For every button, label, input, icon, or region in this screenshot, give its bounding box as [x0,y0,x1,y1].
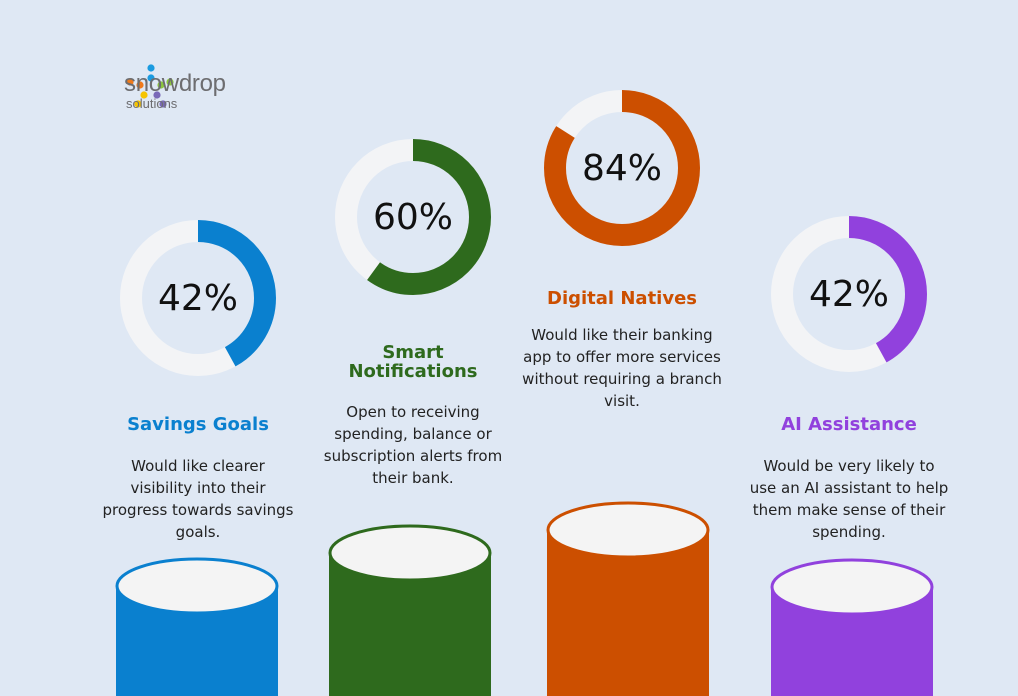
stat-description: Open to receiving spending, balance or s… [323,403,503,487]
cylinder-digital-natives [546,501,710,696]
donut-digital-natives [544,90,700,246]
donut-ai-assistance [771,216,927,372]
donut-arc [544,90,700,246]
snowdrop-logo-icon [126,64,174,108]
stat-title: Smart Notifications [348,342,478,382]
percentage-label: 42% [157,277,238,319]
cylinder-smart-notifications [328,524,492,696]
donut-arc [771,216,927,372]
donut-arc [335,139,491,295]
percentage-label: 42% [808,273,889,315]
logo-wordmark: snowdrop [124,70,226,97]
stat-title: AI Assistance [781,414,917,435]
donut-arc [120,220,276,376]
stat-title: Savings Goals [127,414,269,435]
stat-description: Would be very likely to use an AI assist… [749,457,949,541]
stat-description: Would like clearer visibility into their… [102,457,294,541]
cylinder-ai-assistance [770,558,934,696]
stat-description: Would like their banking app to offer mo… [522,326,722,410]
logo-subtitle: solutions [126,96,178,111]
percentage-label: 60% [372,196,453,238]
percentage-label: 84% [581,147,662,189]
donut-smart-notifications [335,139,491,295]
cylinder-savings-goals [115,557,279,696]
stat-title: Digital Natives [547,288,697,309]
donut-savings-goals [120,220,276,376]
